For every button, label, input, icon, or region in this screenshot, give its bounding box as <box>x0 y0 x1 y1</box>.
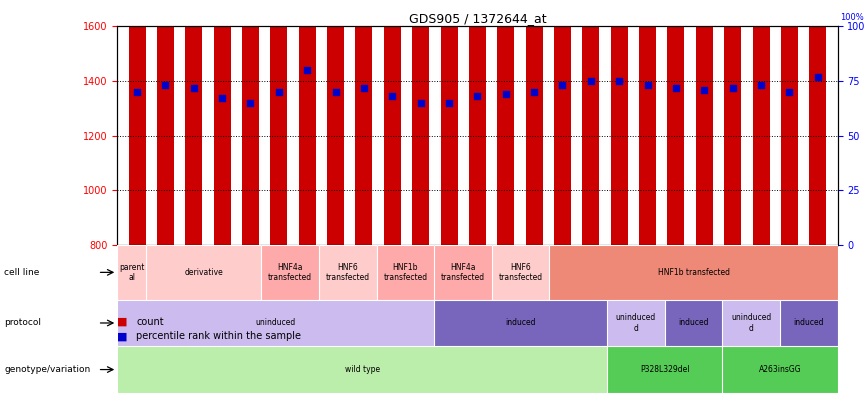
Text: cell line: cell line <box>4 268 40 277</box>
Bar <box>185 0 202 245</box>
Text: percentile rank within the sample: percentile rank within the sample <box>136 331 301 341</box>
Text: 100%: 100% <box>840 13 864 22</box>
Text: uninduced
d: uninduced d <box>731 313 772 333</box>
Text: ■: ■ <box>117 331 128 341</box>
Bar <box>554 0 571 245</box>
Bar <box>128 0 146 245</box>
Text: induced: induced <box>678 318 709 328</box>
Text: protocol: protocol <box>4 318 42 328</box>
Point <box>556 82 569 89</box>
Point <box>329 89 343 95</box>
Text: parent
al: parent al <box>119 263 144 282</box>
Point <box>385 93 399 100</box>
Text: HNF6
transfected: HNF6 transfected <box>326 263 370 282</box>
Point <box>300 67 314 73</box>
Bar <box>469 0 486 245</box>
Text: HNF1b transfected: HNF1b transfected <box>658 268 729 277</box>
Point <box>641 82 654 89</box>
Text: A263insGG: A263insGG <box>759 365 801 374</box>
Bar <box>214 0 231 245</box>
Point <box>470 93 484 100</box>
Point <box>272 89 286 95</box>
Point <box>357 84 371 91</box>
Text: genotype/variation: genotype/variation <box>4 365 90 374</box>
Point <box>726 84 740 91</box>
Text: induced: induced <box>793 318 824 328</box>
Bar <box>412 11 429 245</box>
Point <box>697 87 711 93</box>
Bar <box>639 0 656 245</box>
Bar <box>327 7 344 245</box>
Bar <box>497 0 514 245</box>
Point <box>499 91 513 97</box>
Point <box>754 82 768 89</box>
Bar <box>667 0 685 245</box>
Text: HNF1b
transfected: HNF1b transfected <box>384 263 427 282</box>
Point <box>414 100 428 106</box>
Text: P328L329del: P328L329del <box>640 365 689 374</box>
Text: uninduced: uninduced <box>255 318 296 328</box>
Text: derivative: derivative <box>184 268 223 277</box>
Text: HNF4a
transfected: HNF4a transfected <box>441 263 485 282</box>
Bar <box>526 0 542 245</box>
Point <box>527 89 541 95</box>
Bar <box>724 0 741 245</box>
Text: uninduced
d: uninduced d <box>615 313 656 333</box>
Point <box>669 84 683 91</box>
Bar <box>611 0 628 245</box>
Bar <box>582 0 600 245</box>
Title: GDS905 / 1372644_at: GDS905 / 1372644_at <box>409 12 546 25</box>
Text: HNF4a
transfected: HNF4a transfected <box>268 263 312 282</box>
Point <box>159 82 173 89</box>
Bar <box>299 0 316 245</box>
Bar <box>696 0 713 245</box>
Point <box>187 84 201 91</box>
Point <box>782 89 796 95</box>
Bar <box>157 0 174 245</box>
Bar <box>384 0 401 245</box>
Bar <box>781 0 798 245</box>
Point <box>215 95 229 102</box>
Text: count: count <box>136 317 164 327</box>
Point <box>130 89 144 95</box>
Bar <box>809 0 826 245</box>
Point <box>811 73 825 80</box>
Bar <box>355 0 372 245</box>
Point <box>244 100 258 106</box>
Text: HNF6
transfected: HNF6 transfected <box>498 263 542 282</box>
Text: ■: ■ <box>117 317 128 327</box>
Text: induced: induced <box>505 318 536 328</box>
Bar <box>441 7 457 245</box>
Point <box>584 78 598 84</box>
Point <box>612 78 626 84</box>
Text: wild type: wild type <box>345 365 379 374</box>
Point <box>442 100 456 106</box>
Bar <box>242 15 259 245</box>
Bar <box>270 0 287 245</box>
Bar <box>753 0 770 245</box>
